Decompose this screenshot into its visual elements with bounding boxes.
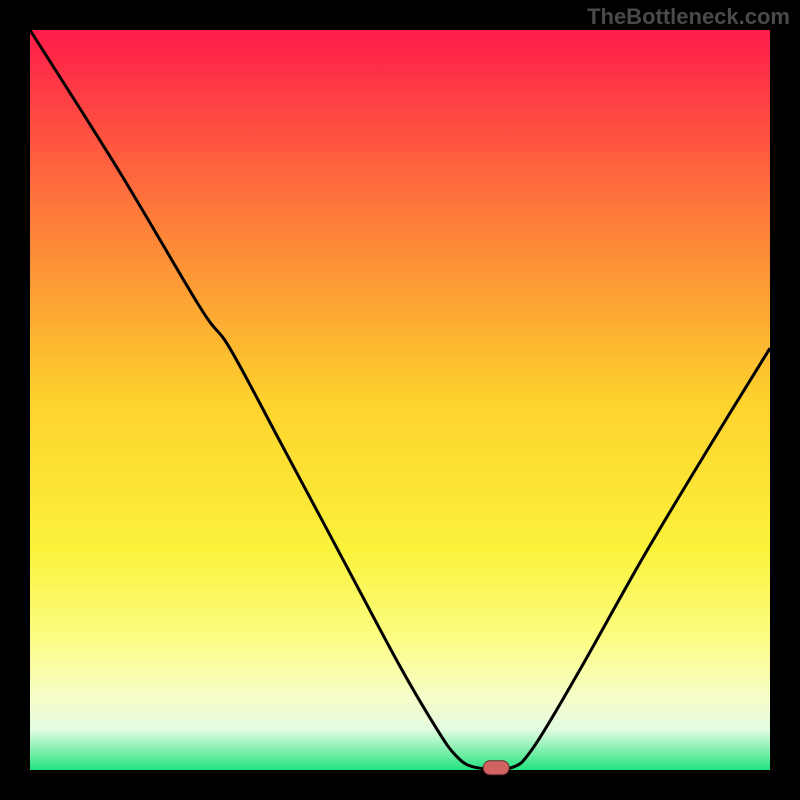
bottleneck-chart: TheBottleneck.com <box>0 0 800 800</box>
plot-area <box>30 30 770 770</box>
watermark-text: TheBottleneck.com <box>587 4 790 30</box>
optimal-marker <box>483 761 509 775</box>
chart-svg <box>0 0 800 800</box>
